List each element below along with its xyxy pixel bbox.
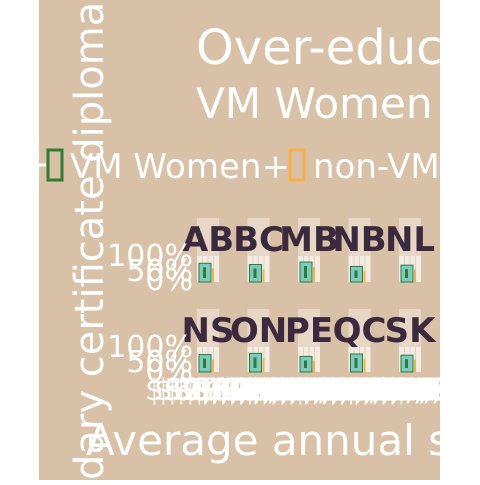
y-axis-title: dary certificate diploma xyxy=(67,2,113,480)
bar-pe-non-vm xyxy=(313,361,315,372)
bar-nl-non-vm xyxy=(414,270,416,282)
panel-label: PE xyxy=(285,311,333,351)
bar-marker xyxy=(304,266,307,278)
bar-ns-non-vm xyxy=(212,359,214,372)
bar-qc-non-vm xyxy=(364,359,366,372)
panel-label: SK xyxy=(385,311,437,351)
bar-bc-non-vm xyxy=(263,270,265,282)
panel-label: QC xyxy=(333,311,387,351)
panel-label: NL xyxy=(385,220,435,260)
x-axis-title: Average annual sa xyxy=(86,416,476,465)
right-margin xyxy=(440,0,480,480)
bar-marker xyxy=(405,359,408,368)
panel-label: MB xyxy=(279,220,339,260)
bar-marker xyxy=(254,269,257,278)
panel-label: NB xyxy=(332,220,386,260)
bar-marker xyxy=(203,359,206,368)
bar-mb-non-vm xyxy=(313,267,315,282)
x-ticks: $50,000$60,000$70,000$80,000$90,000$100,… xyxy=(145,373,480,408)
bar-marker xyxy=(355,358,358,368)
bar-marker xyxy=(304,360,307,368)
bar-marker xyxy=(405,269,408,278)
panel-label: BC xyxy=(233,220,284,260)
panel-label: ON xyxy=(230,311,287,351)
legend-label-1: non-VM xyxy=(313,147,440,187)
bar-on-non-vm xyxy=(263,358,265,372)
bar-marker xyxy=(254,357,257,368)
y-tick-label: 0% xyxy=(145,263,193,298)
bar-marker xyxy=(355,270,358,278)
bar-marker xyxy=(203,267,206,278)
chart-title: Over-educ xyxy=(196,20,443,76)
bar-sk-non-vm xyxy=(414,359,416,372)
bar-ab-non-vm xyxy=(212,268,214,282)
chart-subtitle: VM Women xyxy=(196,79,432,128)
bar-nb-non-vm xyxy=(364,271,366,282)
